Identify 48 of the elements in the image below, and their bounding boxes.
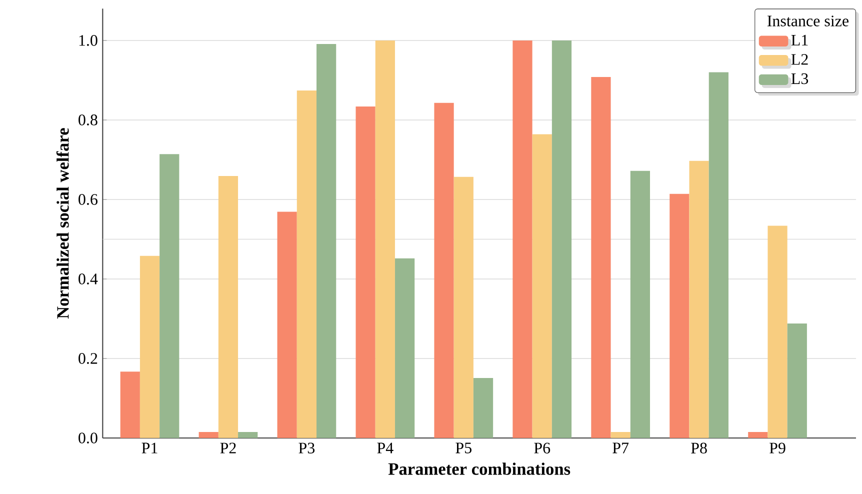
bar [316, 44, 336, 438]
x-tick-label: P2 [220, 442, 236, 454]
bar [768, 226, 788, 438]
bar [473, 378, 494, 438]
legend-label: L1 [791, 34, 808, 46]
bar [532, 134, 552, 438]
x-tick-label: P6 [534, 442, 550, 454]
bar [630, 170, 650, 438]
y-axis-title: Normalized social welfare [56, 128, 69, 319]
bar [277, 212, 297, 438]
bar [356, 106, 376, 438]
bar [552, 40, 572, 438]
bar [689, 160, 709, 438]
x-tick-label: P1 [142, 442, 158, 454]
y-tick-label: 0.4 [78, 274, 98, 284]
y-tick-label: 0.2 [78, 353, 98, 364]
bar [512, 40, 532, 438]
legend-label: L2 [791, 54, 808, 65]
bar [394, 258, 415, 438]
bar [787, 324, 807, 438]
x-tick-label: P5 [456, 442, 472, 454]
bar [296, 90, 317, 438]
bar [591, 77, 611, 438]
y-tick-label: 0.6 [78, 194, 98, 205]
bar [670, 194, 690, 438]
y-tick-label: 0.0 [78, 432, 98, 444]
bar [218, 176, 238, 438]
x-tick-label: P8 [691, 442, 707, 454]
bar [140, 256, 160, 438]
bar [160, 154, 180, 438]
bar [748, 432, 768, 438]
x-tick-label: P3 [298, 442, 315, 454]
legend-label: L3 [791, 73, 808, 84]
bar [610, 432, 630, 438]
x-tick-label: P9 [770, 442, 786, 454]
bar [708, 72, 728, 438]
x-axis-title: Parameter combinations [388, 462, 570, 475]
bar [375, 40, 395, 438]
x-tick-label: P7 [612, 442, 629, 454]
y-tick-label: 0.8 [78, 114, 98, 126]
bar [434, 102, 454, 438]
bar [198, 432, 218, 438]
bar [120, 372, 140, 438]
legend-title: Instance size [767, 16, 848, 26]
x-tick-label: P4 [377, 442, 394, 454]
bar [238, 432, 258, 438]
y-tick-label: 1.0 [79, 35, 98, 46]
bar [454, 176, 474, 438]
